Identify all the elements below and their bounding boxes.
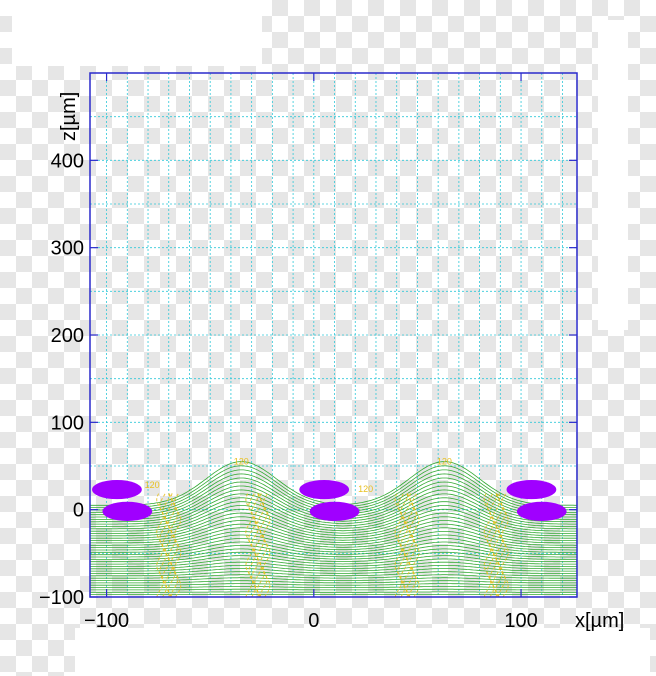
yellow-band-line [486,491,495,598]
contour-line [90,548,577,560]
contour-line [90,545,577,558]
x-tick-label: −100 [84,610,129,632]
y-tick-label: −100 [39,587,84,609]
contour-line [90,561,577,570]
electrode-layer [92,479,567,522]
x-tick-label: 100 [504,610,537,632]
contour-line [90,571,577,577]
electrode [506,479,557,500]
contour-line [90,541,577,556]
yellow-band-line [411,491,420,598]
contour-line [90,531,577,548]
yellow-band-line [248,492,256,598]
contour-annotation: 120 [145,480,160,490]
yellow-band-line [403,491,411,598]
y-tick-label: 100 [51,412,84,434]
y-axis-label: z[µm] [58,92,80,141]
yellow-band-line [167,492,176,598]
x-tick-label: 0 [308,610,319,632]
contour-line [90,538,577,553]
electrode [309,501,360,522]
yellow-band-line [492,491,501,598]
yellow-band-line [501,491,509,598]
yellow-band-line [406,492,414,598]
contour-line [90,565,577,572]
yellow-band-layer [156,491,509,598]
electrode [299,479,350,500]
contour-line [90,527,577,546]
yellow-band-line [397,491,406,598]
contour-line [90,577,577,581]
contour-line [90,534,577,551]
white-patch-top-left [12,0,262,66]
y-tick-label: 300 [51,238,84,260]
tick-layer: −100 0 100 200 300 400 −100 0 100 [39,73,577,632]
contour-line [90,588,577,591]
yellow-band-line [489,492,498,598]
contour-line [90,493,577,525]
y-tick-label: 400 [51,150,84,172]
yellow-band-line [159,492,167,598]
yellow-band-line [173,491,182,598]
electrode [92,479,142,500]
yellow-band-line [262,491,271,598]
contour-annotation: 120 [234,456,249,466]
y-tick-label: 200 [51,325,84,347]
contour-line [90,497,577,527]
yellow-band-line [251,492,259,598]
yellow-band-line [164,491,173,598]
contour-line [90,574,577,579]
annotation-layer: 120 120 120 120 [145,456,452,494]
yellow-band-line [495,492,503,598]
contour-line [90,523,577,544]
contour-line [90,583,577,586]
electrode [516,501,567,522]
contour-line [90,568,577,574]
white-patch-right [598,20,628,330]
white-patch-bottom [75,628,650,676]
yellow-band-line [256,492,265,598]
yellow-band-line [161,492,170,598]
contour-line [90,501,577,530]
x-axis-label: x[µm] [575,610,624,632]
electrode [102,501,153,522]
contour-annotation: 120 [437,456,452,466]
contour-line [90,586,577,588]
yellow-band-line [400,492,409,598]
y-tick-label: 0 [73,500,84,522]
contour-annotation: 120 [358,484,373,494]
yellow-band-line [254,491,262,598]
